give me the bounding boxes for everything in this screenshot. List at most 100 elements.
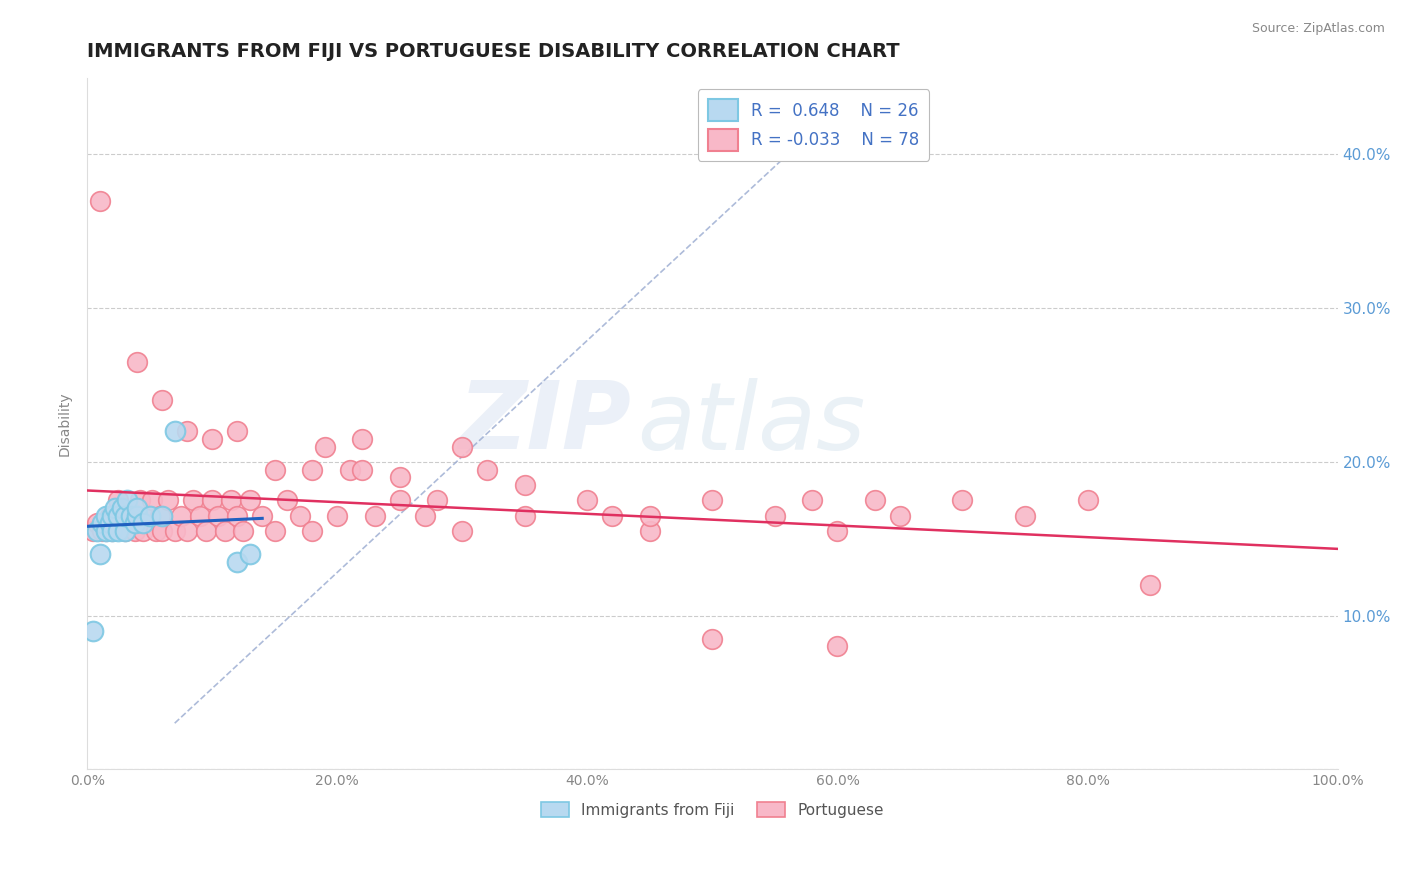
- Text: IMMIGRANTS FROM FIJI VS PORTUGUESE DISABILITY CORRELATION CHART: IMMIGRANTS FROM FIJI VS PORTUGUESE DISAB…: [87, 42, 900, 61]
- Point: [388, 470, 411, 484]
- Point: [82, 624, 104, 638]
- Point: [226, 508, 249, 523]
- Point: [219, 493, 242, 508]
- Point: [89, 547, 111, 561]
- Point: [451, 524, 474, 538]
- Point: [150, 393, 173, 408]
- Point: [263, 462, 285, 476]
- Point: [149, 508, 172, 523]
- Point: [1139, 578, 1161, 592]
- Point: [107, 524, 129, 538]
- Point: [364, 508, 387, 523]
- Point: [702, 493, 724, 508]
- Point: [91, 516, 114, 531]
- Y-axis label: Disability: Disability: [58, 391, 72, 456]
- Point: [127, 508, 149, 523]
- Point: [226, 424, 249, 438]
- Point: [1077, 493, 1099, 508]
- Point: [201, 432, 224, 446]
- Point: [801, 493, 824, 508]
- Point: [128, 493, 150, 508]
- Point: [145, 524, 167, 538]
- Point: [263, 524, 285, 538]
- Point: [188, 508, 211, 523]
- Point: [115, 493, 138, 508]
- Point: [183, 493, 205, 508]
- Point: [111, 500, 134, 515]
- Point: [576, 493, 599, 508]
- Point: [827, 524, 849, 538]
- Point: [176, 524, 198, 538]
- Point: [94, 524, 117, 538]
- Point: [451, 440, 474, 454]
- Point: [124, 516, 146, 531]
- Point: [114, 524, 136, 538]
- Point: [127, 500, 149, 515]
- Point: [150, 508, 173, 523]
- Point: [301, 462, 323, 476]
- Point: [141, 493, 163, 508]
- Point: [101, 524, 124, 538]
- Point: [207, 508, 229, 523]
- Point: [91, 524, 114, 538]
- Point: [107, 508, 129, 523]
- Point: [426, 493, 449, 508]
- Point: [101, 508, 124, 523]
- Point: [157, 493, 180, 508]
- Point: [127, 508, 149, 523]
- Point: [352, 432, 374, 446]
- Point: [82, 524, 104, 538]
- Point: [89, 194, 111, 208]
- Point: [163, 424, 186, 438]
- Point: [86, 524, 108, 538]
- Point: [314, 440, 336, 454]
- Point: [104, 500, 127, 515]
- Point: [120, 508, 142, 523]
- Point: [602, 508, 624, 523]
- Text: atlas: atlas: [637, 378, 866, 469]
- Point: [339, 462, 361, 476]
- Point: [176, 424, 198, 438]
- Point: [120, 516, 142, 531]
- Point: [638, 524, 661, 538]
- Point: [115, 508, 138, 523]
- Point: [214, 524, 236, 538]
- Point: [170, 508, 193, 523]
- Point: [239, 547, 262, 561]
- Point: [107, 493, 129, 508]
- Point: [132, 516, 155, 531]
- Point: [201, 493, 224, 508]
- Point: [94, 524, 117, 538]
- Point: [150, 524, 173, 538]
- Point: [232, 524, 254, 538]
- Point: [194, 524, 217, 538]
- Point: [702, 632, 724, 646]
- Point: [138, 508, 160, 523]
- Point: [124, 524, 146, 538]
- Point: [513, 508, 536, 523]
- Point: [638, 508, 661, 523]
- Point: [388, 493, 411, 508]
- Point: [276, 493, 298, 508]
- Point: [94, 508, 117, 523]
- Point: [114, 524, 136, 538]
- Point: [352, 462, 374, 476]
- Point: [101, 524, 124, 538]
- Point: [863, 493, 886, 508]
- Point: [326, 508, 349, 523]
- Point: [127, 355, 149, 369]
- Point: [138, 508, 160, 523]
- Point: [104, 508, 127, 523]
- Point: [98, 516, 121, 531]
- Text: ZIP: ZIP: [458, 377, 631, 469]
- Point: [226, 555, 249, 569]
- Point: [239, 493, 262, 508]
- Point: [763, 508, 786, 523]
- Point: [288, 508, 311, 523]
- Point: [301, 524, 323, 538]
- Point: [98, 508, 121, 523]
- Point: [513, 478, 536, 492]
- Point: [86, 516, 108, 531]
- Point: [163, 524, 186, 538]
- Text: Source: ZipAtlas.com: Source: ZipAtlas.com: [1251, 22, 1385, 36]
